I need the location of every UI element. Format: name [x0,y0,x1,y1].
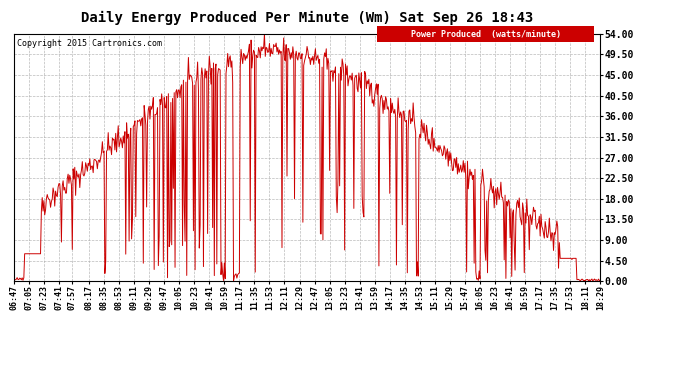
Title: Daily Energy Produced Per Minute (Wm) Sat Sep 26 18:43: Daily Energy Produced Per Minute (Wm) Sa… [81,11,533,25]
Text: Copyright 2015 Cartronics.com: Copyright 2015 Cartronics.com [17,39,161,48]
